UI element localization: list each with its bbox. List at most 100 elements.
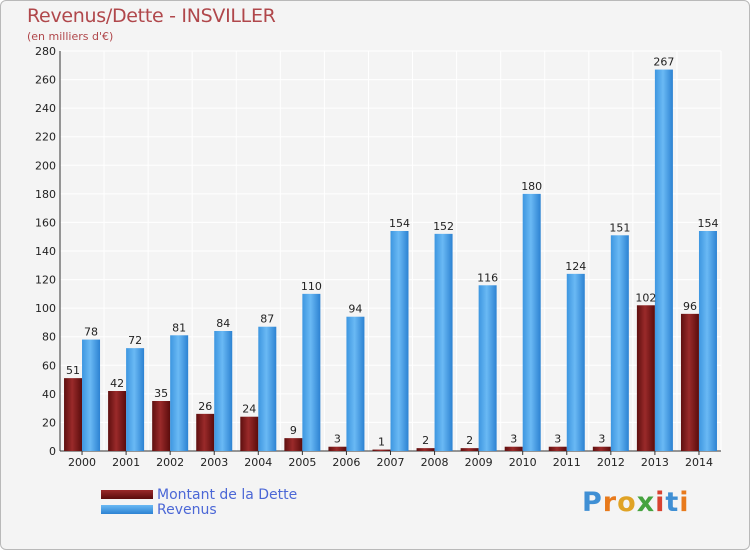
data-label-revenus: 180	[521, 180, 542, 193]
x-tick-label: 2001	[112, 456, 140, 469]
bar-revenus	[654, 69, 673, 452]
data-label-revenus: 152	[433, 220, 454, 233]
bar-debt	[504, 446, 523, 451]
x-tick-label: 2007	[377, 456, 405, 469]
logo-letter: t	[665, 487, 680, 518]
logo-letter: i	[655, 487, 666, 518]
y-tick-label: 100	[35, 302, 56, 315]
data-label-debt: 96	[683, 300, 697, 313]
y-tick-label: 260	[35, 74, 56, 87]
legend-item-debt: Montant de la Dette	[101, 486, 298, 503]
bar-debt	[680, 313, 699, 451]
legend-swatch-debt	[101, 490, 153, 499]
data-label-debt: 26	[198, 400, 212, 413]
data-label-revenus: 81	[172, 321, 186, 334]
y-tick-label: 20	[42, 416, 56, 429]
logo-letter: r	[602, 487, 618, 518]
y-tick-label: 60	[42, 359, 56, 372]
bar-revenus	[126, 348, 145, 451]
data-label-debt: 24	[242, 403, 256, 416]
x-tick-label: 2003	[200, 456, 228, 469]
bar-revenus	[566, 273, 585, 451]
x-tick-label: 2006	[332, 456, 360, 469]
x-tick-label: 2002	[156, 456, 184, 469]
y-tick-label: 280	[35, 45, 56, 58]
bar-revenus	[346, 316, 365, 451]
bar-revenus	[258, 326, 277, 451]
bar-revenus	[434, 233, 453, 451]
data-label-revenus: 87	[260, 313, 274, 326]
data-label-debt: 3	[510, 433, 517, 446]
bar-debt	[108, 391, 127, 451]
y-tick-label: 80	[42, 331, 56, 344]
chart-title: Revenus/Dette - INSVILLER	[27, 5, 276, 27]
y-tick-label: 160	[35, 216, 56, 229]
y-tick-label: 140	[35, 245, 56, 258]
bar-debt	[548, 446, 567, 451]
chart-legend: Montant de la Dette Revenus	[101, 486, 298, 518]
y-tick-label: 120	[35, 274, 56, 287]
bar-debt	[240, 416, 259, 451]
x-tick-label: 2000	[68, 456, 96, 469]
y-tick-label: 240	[35, 102, 56, 115]
y-tick-label: 200	[35, 159, 56, 172]
data-label-debt: 3	[554, 433, 561, 446]
proxiti-logo: Proxiti	[582, 487, 690, 518]
bar-revenus	[214, 331, 233, 451]
data-label-debt: 2	[422, 434, 429, 447]
legend-label-debt: Montant de la Dette	[157, 486, 298, 503]
bar-debt	[592, 446, 611, 451]
bar-debt	[64, 378, 83, 451]
x-tick-label: 2012	[597, 456, 625, 469]
legend-label-revenus: Revenus	[157, 501, 217, 518]
x-tick-label: 2011	[553, 456, 581, 469]
data-label-debt: 3	[598, 433, 605, 446]
data-label-debt: 102	[635, 291, 656, 304]
x-tick-label: 2004	[244, 456, 272, 469]
data-label-revenus: 154	[389, 217, 410, 230]
bar-revenus	[390, 231, 409, 451]
bar-revenus	[302, 293, 321, 451]
x-tick-label: 2005	[288, 456, 316, 469]
bar-debt	[372, 449, 391, 451]
logo-letter: P	[582, 487, 603, 518]
bar-revenus	[522, 193, 541, 451]
bar-revenus	[698, 231, 717, 451]
data-label-revenus: 154	[697, 217, 718, 230]
data-label-revenus: 72	[128, 334, 142, 347]
bar-revenus	[478, 285, 497, 451]
data-label-debt: 42	[110, 377, 124, 390]
y-tick-label: 180	[35, 188, 56, 201]
logo-letter: x	[636, 487, 656, 518]
data-label-revenus: 151	[609, 221, 630, 234]
bar-revenus	[610, 235, 629, 451]
bar-debt	[196, 413, 215, 451]
data-label-debt: 2	[466, 434, 473, 447]
x-tick-label: 2014	[685, 456, 713, 469]
data-label-revenus: 78	[84, 326, 98, 339]
data-label-revenus: 124	[565, 260, 586, 273]
data-label-debt: 1	[378, 436, 385, 449]
x-tick-label: 2008	[421, 456, 449, 469]
data-label-revenus: 267	[653, 56, 674, 69]
data-label-debt: 35	[154, 387, 168, 400]
x-tick-label: 2009	[465, 456, 493, 469]
y-tick-label: 220	[35, 131, 56, 144]
legend-swatch-revenus	[101, 505, 153, 514]
bar-debt	[416, 448, 435, 451]
bar-debt	[284, 438, 303, 451]
data-label-debt: 3	[334, 433, 341, 446]
bar-revenus	[170, 335, 189, 451]
bar-debt	[152, 401, 171, 451]
data-label-revenus: 94	[348, 303, 362, 316]
x-tick-label: 2010	[509, 456, 537, 469]
y-tick-label: 0	[49, 445, 56, 458]
data-label-debt: 51	[66, 364, 80, 377]
data-label-revenus: 116	[477, 271, 498, 284]
chart-subtitle: (en milliers d'€)	[27, 30, 114, 43]
data-label-revenus: 110	[301, 280, 322, 293]
bar-debt	[328, 446, 347, 451]
data-label-revenus: 84	[216, 317, 230, 330]
